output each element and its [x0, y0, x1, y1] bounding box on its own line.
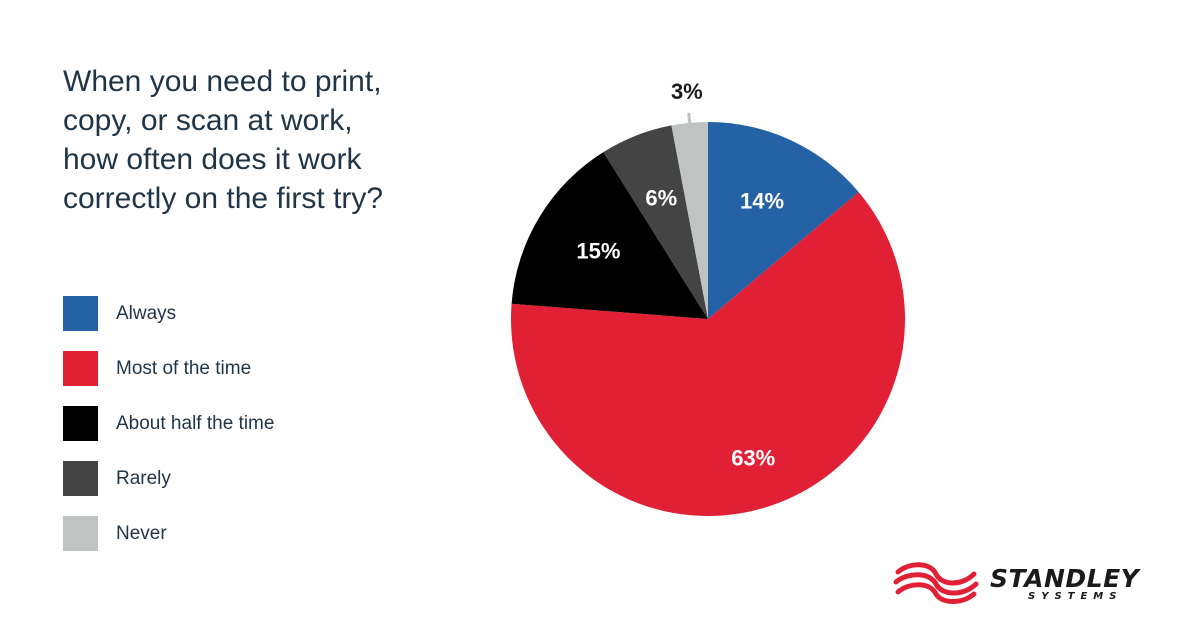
legend-swatch-never	[63, 516, 98, 551]
chart-title: When you need to print, copy, or scan at…	[63, 65, 384, 215]
legend-item-never: Never	[63, 516, 274, 551]
legend-label-about-half-the-time: About half the time	[116, 412, 275, 434]
pie-label-about-half-the-time: 15%	[576, 239, 620, 264]
legend-item-most-of-the-time: Most of the time	[63, 351, 274, 386]
chart-legend: Always Most of the time About half the t…	[63, 296, 274, 571]
pie-label-rarely: 6%	[645, 186, 677, 211]
pie-leader-line-never	[687, 112, 692, 125]
legend-swatch-rarely	[63, 461, 98, 496]
legend-item-about-half-the-time: About half the time	[63, 406, 274, 441]
pie-label-most-of-the-time: 63%	[731, 445, 775, 470]
standley-logo: STANDLEY SYSTEMS	[890, 560, 1170, 606]
pie-label-never: 3%	[671, 79, 703, 104]
pie-slice-most-of-the-time	[511, 192, 905, 517]
legend-label-never: Never	[116, 522, 167, 544]
standley-swirl-logo-icon	[893, 562, 979, 604]
pie-slice-rarely	[603, 125, 708, 319]
pie-slice-always	[708, 122, 859, 319]
legend-item-always: Always	[63, 296, 274, 331]
legend-item-rarely: Rarely	[63, 461, 274, 496]
pie-slice-never	[671, 122, 708, 319]
logo-name: STANDLEY	[990, 564, 1140, 593]
legend-swatch-about-half-the-time	[63, 406, 98, 441]
legend-swatch-always	[63, 296, 98, 331]
logo-tagline: SYSTEMS	[1028, 591, 1123, 602]
legend-label-most-of-the-time: Most of the time	[116, 357, 252, 379]
pie-slice-about-half-the-time	[511, 152, 708, 319]
legend-label-always: Always	[116, 302, 177, 324]
pie-label-always: 14%	[740, 189, 784, 214]
legend-swatch-most-of-the-time	[63, 351, 98, 386]
legend-label-rarely: Rarely	[116, 467, 171, 489]
